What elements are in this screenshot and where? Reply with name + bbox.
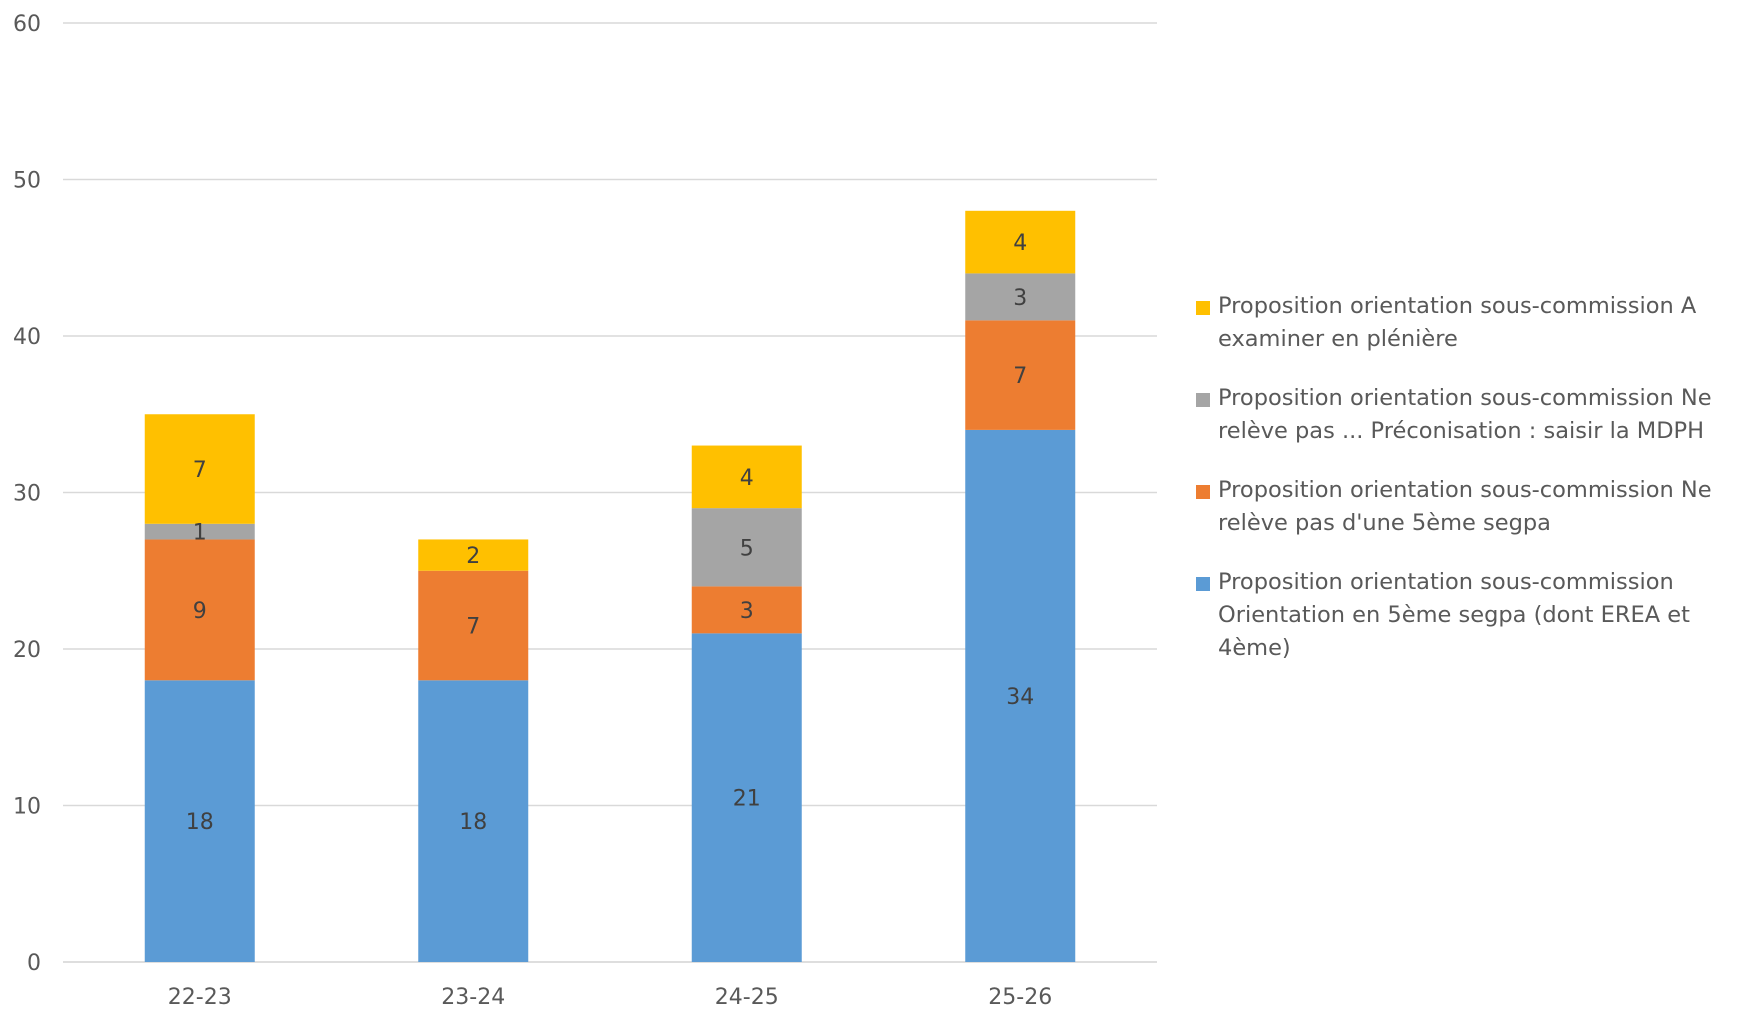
bar-segment-22-23-series-1 — [144, 680, 255, 962]
bar-segment-24-25-series-2 — [691, 586, 802, 634]
bar-segment-24-25-series-4 — [691, 445, 802, 509]
bar-segment-23-24-series-2 — [418, 570, 529, 681]
data-label: 3 — [740, 599, 754, 624]
bar-segment-23-24-series-1 — [418, 680, 529, 962]
data-label: 9 — [193, 599, 207, 624]
data-label: 7 — [466, 615, 480, 640]
legend-item: Proposition orientation sous-commission … — [1196, 290, 1736, 356]
bar-segment-22-23-series-2 — [144, 539, 255, 681]
data-label: 3 — [1013, 286, 1027, 311]
y-tick-label: 30 — [13, 482, 41, 507]
chart-legend: Proposition orientation sous-commission … — [1196, 290, 1736, 691]
y-tick-label: 20 — [13, 638, 41, 663]
data-label: 7 — [193, 458, 207, 483]
bar-segment-25-26-series-1 — [965, 429, 1076, 962]
legend-label: Proposition orientation sous-commission … — [1218, 385, 1712, 444]
legend-swatch — [1196, 577, 1210, 591]
data-label: 7 — [1013, 364, 1027, 389]
legend-item: Proposition orientation sous-commission … — [1196, 382, 1736, 448]
legend-item: Proposition orientation sous-commission … — [1196, 566, 1736, 665]
bar-segment-24-25-series-3 — [691, 508, 802, 587]
x-tick-label: 23-24 — [441, 985, 505, 1010]
y-tick-label: 0 — [27, 951, 41, 976]
x-axis-ticks: 22-23 23-24 24-25 25-26 — [168, 985, 1052, 1010]
bar-segment-24-25-series-1 — [691, 633, 802, 962]
data-label: 18 — [186, 810, 214, 835]
x-tick-label: 24-25 — [715, 985, 779, 1010]
y-axis-ticks: 0 10 20 30 40 50 60 — [13, 12, 41, 976]
y-tick-label: 50 — [13, 169, 41, 194]
legend-item: Proposition orientation sous-commission … — [1196, 474, 1736, 540]
bar-segment-25-26-series-3 — [965, 273, 1076, 321]
bar-segment-25-26-series-2 — [965, 320, 1076, 430]
legend-swatch — [1196, 485, 1210, 499]
y-tick-label: 60 — [13, 12, 41, 37]
y-tick-label: 40 — [13, 325, 41, 350]
data-label: 21 — [733, 787, 761, 812]
legend-swatch — [1196, 393, 1210, 407]
data-label: 5 — [740, 536, 754, 561]
y-tick-label: 10 — [13, 795, 41, 820]
data-label: 4 — [1013, 231, 1027, 256]
bars — [144, 210, 1076, 962]
bar-segment-22-23-series-4 — [144, 414, 255, 524]
data-label: 34 — [1006, 685, 1034, 710]
legend-label: Proposition orientation sous-commission … — [1218, 569, 1690, 661]
data-label: 1 — [193, 521, 207, 546]
bar-segment-25-26-series-4 — [965, 210, 1076, 274]
legend-label: Proposition orientation sous-commission … — [1218, 293, 1697, 352]
legend-label: Proposition orientation sous-commission … — [1218, 477, 1712, 536]
bar-segment-23-24-series-4 — [418, 539, 529, 571]
legend-swatch — [1196, 301, 1210, 315]
bar-segment-22-23-series-3 — [144, 523, 255, 540]
data-label: 4 — [740, 466, 754, 491]
data-label: 18 — [459, 810, 487, 835]
x-tick-label: 22-23 — [168, 985, 232, 1010]
x-tick-label: 25-26 — [988, 985, 1052, 1010]
data-label: 2 — [466, 544, 480, 569]
